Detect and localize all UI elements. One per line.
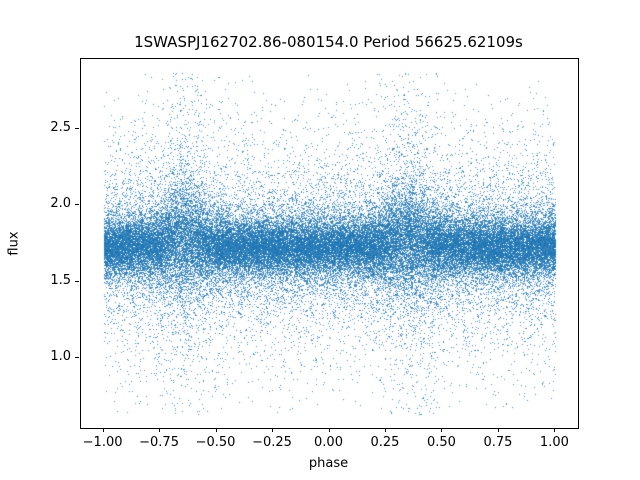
x-tick-label: −1.00	[82, 435, 123, 450]
x-tick-mark	[272, 428, 274, 432]
x-tick-mark	[102, 428, 104, 432]
x-tick-label: −0.25	[252, 435, 292, 450]
scatter-canvas	[81, 59, 578, 428]
x-tick-mark	[497, 428, 499, 432]
x-tick-label: 0.25	[370, 435, 400, 450]
y-tick-label: 1.0	[50, 348, 71, 364]
x-tick-mark	[159, 428, 161, 432]
y-tick-mark	[75, 128, 79, 130]
x-tick-mark	[215, 428, 217, 432]
x-tick-label: 1.00	[539, 435, 569, 450]
x-tick-label: −0.75	[139, 435, 179, 450]
chart-title: 1SWASPJ162702.86-080154.0 Period 56625.6…	[134, 33, 523, 51]
y-tick-mark	[75, 204, 79, 206]
x-tick-mark	[328, 428, 330, 432]
x-axis-label: phase	[308, 456, 349, 471]
y-tick-label: 1.5	[50, 272, 71, 288]
x-tick-label: 0.75	[483, 435, 513, 450]
y-tick-label: 2.5	[50, 120, 71, 136]
x-tick-mark	[554, 428, 556, 432]
x-tick-label: 0.00	[314, 435, 343, 450]
x-tick-mark	[441, 428, 443, 432]
y-tick-mark	[75, 280, 79, 282]
y-axis-label: flux	[6, 231, 22, 256]
y-tick-mark	[75, 356, 79, 358]
x-tick-label: 0.50	[426, 435, 456, 450]
x-tick-mark	[384, 428, 386, 432]
x-tick-label: −0.50	[195, 435, 236, 450]
y-tick-label: 2.0	[50, 196, 71, 212]
plot-area	[80, 58, 579, 429]
